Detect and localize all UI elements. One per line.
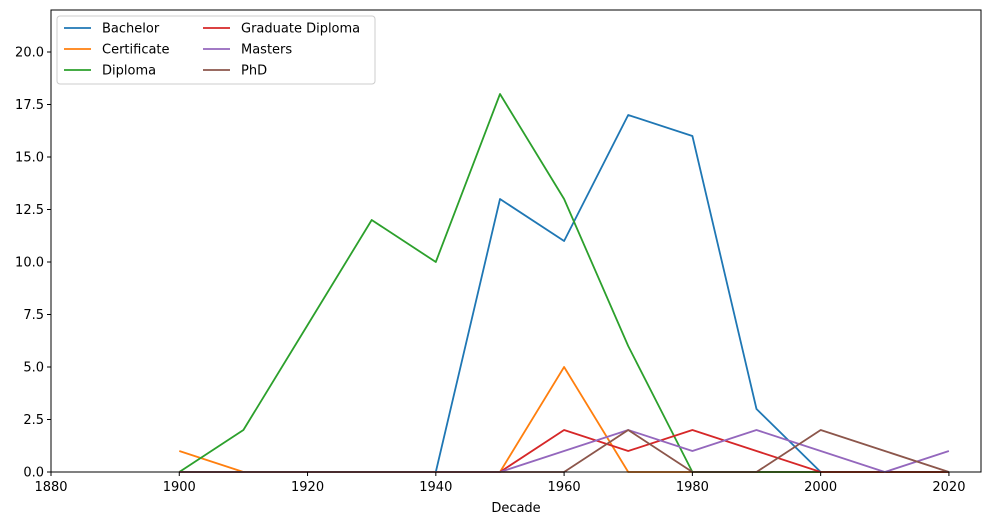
y-tick-label: 12.5	[15, 203, 44, 218]
y-tick-label: 20.0	[15, 46, 44, 61]
legend-label-certificate: Certificate	[102, 43, 170, 58]
y-tick-label: 7.5	[23, 308, 44, 323]
legend-label-phd: PhD	[241, 64, 267, 79]
legend-box	[56, 15, 376, 85]
legend-label-diploma: Diploma	[102, 64, 156, 79]
legend-label-graduate-diploma: Graduate Diploma	[241, 22, 360, 37]
legend-label-masters: Masters	[241, 43, 292, 58]
y-tick-label: 5.0	[23, 361, 44, 376]
x-tick-label: 1960	[548, 480, 581, 495]
x-tick-label: 2000	[804, 480, 837, 495]
x-tick-label: 1900	[163, 480, 196, 495]
x-tick-label: 2020	[932, 480, 965, 495]
y-tick-label: 15.0	[15, 151, 44, 166]
x-tick-label: 1980	[676, 480, 709, 495]
x-axis-ticks: 1880 1900 1920 1940 1960 1980 2000 2020	[34, 472, 965, 495]
y-axis-ticks: 0.0 2.5 5.0 7.5 10.0 12.5 15.0 17.5 20.0	[15, 46, 51, 481]
y-tick-label: 2.5	[23, 413, 44, 428]
y-tick-label: 10.0	[15, 256, 44, 271]
legend: Bachelor Certificate Diploma Graduate Diplo…	[56, 15, 376, 85]
plot-area	[51, 10, 981, 472]
x-tick-label: 1880	[34, 480, 67, 495]
x-tick-label: 1940	[419, 480, 452, 495]
x-tick-label: 1920	[291, 480, 324, 495]
legend-label-bachelor: Bachelor	[102, 22, 160, 37]
y-tick-label: 0.0	[23, 466, 44, 481]
y-tick-label: 17.5	[15, 98, 44, 113]
x-axis-title: Decade	[491, 501, 540, 516]
plot-frame	[50, 9, 982, 473]
